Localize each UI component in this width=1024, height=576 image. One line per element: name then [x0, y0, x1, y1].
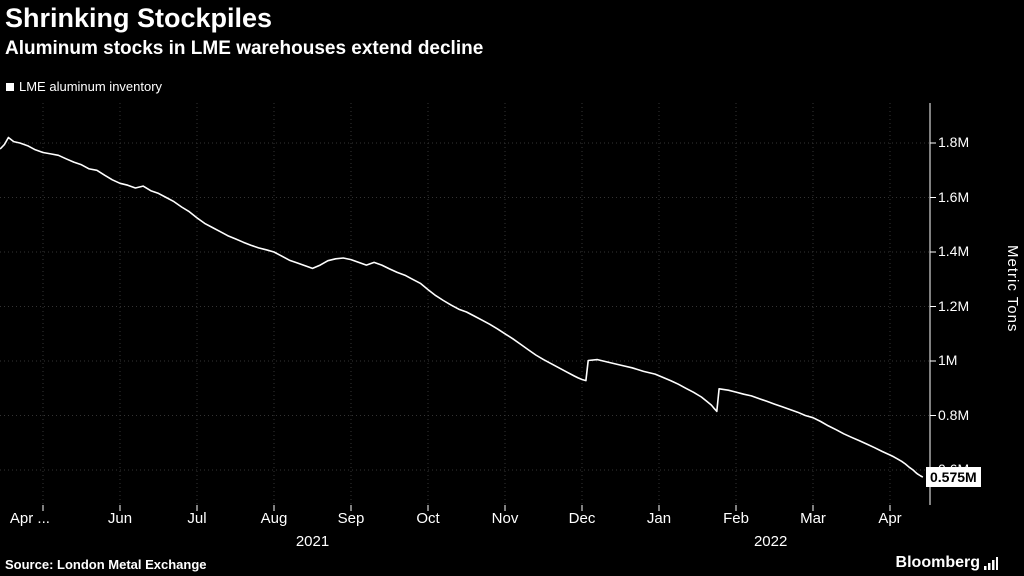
legend-label: LME aluminum inventory	[19, 79, 163, 94]
chart-title: Shrinking Stockpiles	[5, 3, 273, 33]
x-tick-label: Nov	[491, 510, 519, 527]
inventory-line	[0, 136, 924, 478]
chart-subtitle: Aluminum stocks in LME warehouses extend…	[5, 38, 484, 59]
x-tick-label: Oct	[416, 510, 440, 527]
x-tick-label: Sep	[337, 510, 365, 527]
y-tick-label: 0.8M	[938, 406, 970, 423]
bloomberg-bars-icon	[984, 557, 998, 570]
legend: LME aluminum inventory	[6, 79, 162, 94]
y-tick-label: 1.2M	[938, 297, 970, 314]
y-tick-label: 1.8M	[938, 134, 970, 150]
year-label: 2021	[295, 533, 330, 550]
x-tick-label: Feb	[723, 510, 749, 527]
x-tick-label: Aug	[260, 510, 288, 527]
last-value-badge: 0.575M	[926, 466, 981, 487]
year-label: 2022	[753, 533, 788, 550]
y-axis-title: Metric Tons	[1004, 245, 1021, 333]
y-tick-label: 1.6M	[938, 188, 970, 205]
x-tick-label: Mar	[800, 510, 826, 527]
x-tick-label: Jul	[187, 510, 207, 527]
y-tick-label: 1M	[938, 352, 958, 368]
x-tick-label: Jan	[646, 510, 672, 527]
bloomberg-logo: Bloomberg	[896, 554, 998, 572]
x-tick-label: Dec	[568, 510, 596, 527]
source-note: Source: London Metal Exchange	[5, 557, 207, 572]
y-tick-label: 1.4M	[938, 243, 970, 259]
x-tick-label: Apr	[878, 510, 902, 527]
x-tick-label: Apr ...	[9, 510, 50, 527]
x-tick-label: Jun	[107, 510, 133, 527]
bloomberg-logo-text: Bloomberg	[895, 554, 980, 571]
legend-swatch-icon	[6, 82, 14, 91]
